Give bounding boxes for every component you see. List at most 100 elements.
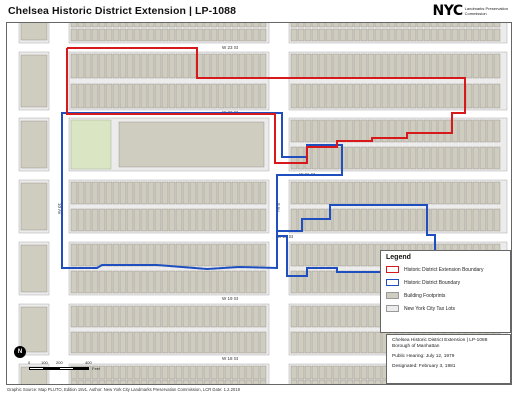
building-footprint (119, 270, 127, 294)
building-footprint (346, 243, 354, 267)
building-footprint (451, 208, 459, 232)
building-footprint (486, 119, 494, 143)
building-footprint (318, 119, 326, 143)
building-footprint (290, 270, 298, 294)
building-footprint (126, 23, 134, 28)
building-footprint (472, 119, 480, 143)
building-footprint (346, 146, 354, 170)
building-footprint (91, 270, 99, 294)
building-footprint (126, 270, 134, 294)
building-footprint (231, 181, 239, 205)
scale-and-north: N 0 100 200 400 Feet (14, 346, 124, 378)
building-footprint (210, 53, 218, 79)
building-footprint (409, 146, 417, 170)
building-footprint (493, 119, 501, 143)
building-footprint (77, 243, 85, 267)
building-footprint (133, 53, 141, 79)
building-footprint (224, 270, 232, 294)
building-footprint (98, 53, 106, 79)
building-footprint (259, 365, 267, 380)
building-footprint (126, 83, 134, 109)
building-footprint (367, 23, 375, 28)
building-footprint (91, 181, 99, 205)
scale-tick-label: 0 (28, 360, 31, 365)
building-footprint (423, 23, 431, 28)
building-footprint (339, 23, 347, 28)
building-footprint (395, 83, 403, 109)
building-footprint (416, 53, 424, 79)
building-footprint (175, 379, 183, 384)
building-footprint (451, 83, 459, 109)
building-footprint (252, 305, 260, 328)
building-footprint (105, 53, 113, 79)
building-footprint (318, 181, 326, 205)
building-footprint (339, 119, 347, 143)
building-footprint (84, 83, 92, 109)
building-footprint (189, 365, 197, 380)
building-footprint (479, 181, 487, 205)
building-footprint (297, 243, 305, 267)
building-footprint (458, 53, 466, 79)
extension-boundary-swatch (386, 266, 399, 273)
building-footprint (493, 23, 501, 28)
building-footprint (77, 270, 85, 294)
building-footprint (430, 181, 438, 205)
building-footprint (252, 331, 260, 354)
building-footprint (451, 53, 459, 79)
building-footprint (168, 243, 176, 267)
building-footprint (388, 53, 396, 79)
building-footprint (147, 243, 155, 267)
building-footprint (168, 83, 176, 109)
building-footprint (133, 379, 141, 384)
building-footprint (444, 119, 452, 143)
building-footprint (126, 28, 134, 42)
building-footprint (20, 306, 48, 353)
building-footprint (70, 53, 78, 79)
building-footprint (161, 23, 169, 28)
building-footprint (77, 83, 85, 109)
street-label-w23: W 23 St (222, 45, 239, 50)
designation-info-box: Chelsea Historic District Extension | LP… (386, 334, 511, 384)
building-footprint (119, 331, 127, 354)
building-footprint (367, 53, 375, 79)
building-footprint (259, 331, 267, 354)
map-legend: Legend Historic District Extension Bound… (380, 250, 511, 333)
building-footprint (423, 181, 431, 205)
building-footprint (84, 181, 92, 205)
building-footprint (217, 365, 225, 380)
building-footprint (203, 365, 211, 380)
building-footprint (332, 119, 340, 143)
north-arrow-icon: N (14, 346, 26, 358)
building-footprint (189, 270, 197, 294)
building-footprint (119, 243, 127, 267)
building-footprint (196, 365, 204, 380)
building-footprint (367, 331, 375, 354)
building-footprint (367, 379, 375, 384)
building-footprint (189, 208, 197, 232)
building-footprint (304, 379, 312, 384)
building-footprint (112, 379, 120, 384)
building-footprint (259, 270, 267, 294)
building-footprint (231, 331, 239, 354)
building-footprint (133, 28, 141, 42)
building-footprint (259, 208, 267, 232)
building-footprint (224, 28, 232, 42)
building-footprint (402, 53, 410, 79)
building-footprint (346, 28, 354, 42)
building-footprint (161, 181, 169, 205)
building-footprint (353, 83, 361, 109)
building-footprint (479, 53, 487, 79)
building-footprint (203, 305, 211, 328)
building-footprint (451, 146, 459, 170)
building-footprint (224, 53, 232, 79)
building-footprint (402, 28, 410, 42)
building-footprint (147, 83, 155, 109)
building-footprint (245, 305, 253, 328)
building-footprint (360, 83, 368, 109)
building-footprint (409, 83, 417, 109)
building-footprint (332, 28, 340, 42)
building-footprint (360, 146, 368, 170)
building-footprint (402, 146, 410, 170)
building-footprint (126, 305, 134, 328)
building-footprint (252, 270, 260, 294)
